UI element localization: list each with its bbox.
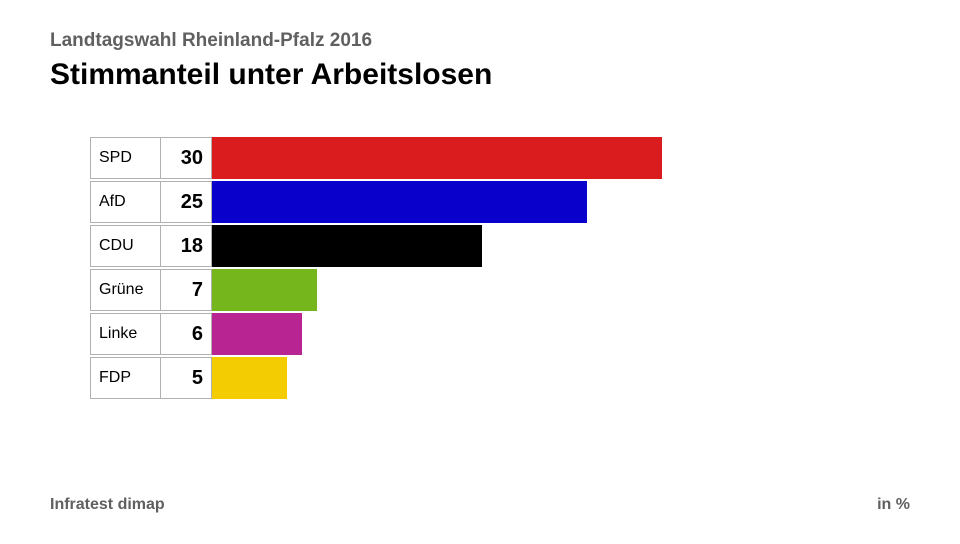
chart-title: Stimmanteil unter Arbeitslosen xyxy=(50,58,910,92)
bar-chart: SPD30AfD25CDU18Grüne7Linke6FDP5 xyxy=(90,137,910,399)
unit-label: in % xyxy=(877,496,910,514)
bar-area xyxy=(212,137,812,179)
bar-area xyxy=(212,313,812,355)
bar-fill xyxy=(212,269,317,311)
bar-value: 5 xyxy=(160,357,212,399)
bar-label: CDU xyxy=(90,225,160,267)
bar-area xyxy=(212,269,812,311)
bar-label: Linke xyxy=(90,313,160,355)
bar-area xyxy=(212,357,812,399)
bar-fill xyxy=(212,357,287,399)
bar-value: 30 xyxy=(160,137,212,179)
bar-label: FDP xyxy=(90,357,160,399)
bar-row: AfD25 xyxy=(90,181,910,223)
bar-fill xyxy=(212,225,482,267)
source-label: Infratest dimap xyxy=(50,496,165,514)
bar-row: FDP5 xyxy=(90,357,910,399)
bar-fill xyxy=(212,181,587,223)
bar-value: 18 xyxy=(160,225,212,267)
bar-row: SPD30 xyxy=(90,137,910,179)
bar-row: CDU18 xyxy=(90,225,910,267)
bar-value: 25 xyxy=(160,181,212,223)
bar-label: Grüne xyxy=(90,269,160,311)
bar-row: Grüne7 xyxy=(90,269,910,311)
bar-value: 6 xyxy=(160,313,212,355)
bar-label: SPD xyxy=(90,137,160,179)
bar-area xyxy=(212,181,812,223)
bar-fill xyxy=(212,137,662,179)
chart-footer: Infratest dimap in % xyxy=(50,496,910,514)
bar-fill xyxy=(212,313,302,355)
bar-area xyxy=(212,225,812,267)
chart-subtitle: Landtagswahl Rheinland-Pfalz 2016 xyxy=(50,30,910,52)
bar-label: AfD xyxy=(90,181,160,223)
bar-row: Linke6 xyxy=(90,313,910,355)
bar-value: 7 xyxy=(160,269,212,311)
